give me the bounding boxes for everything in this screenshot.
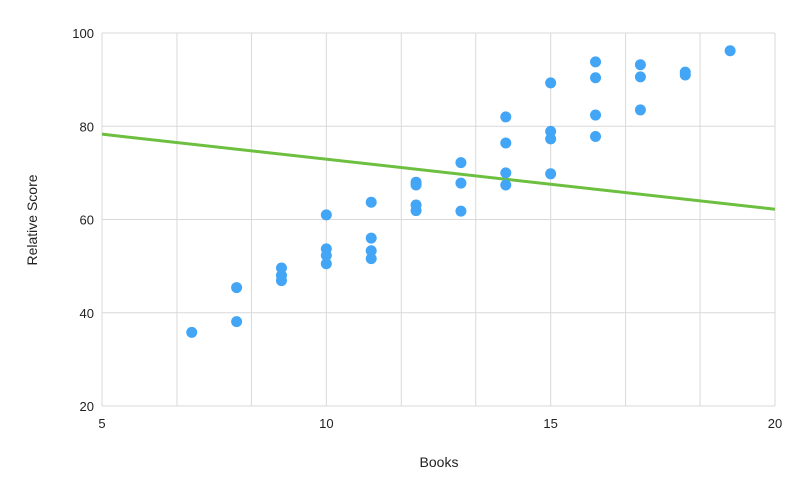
x-tick-label: 10 (319, 416, 333, 431)
y-tick-label: 20 (80, 399, 94, 414)
data-point (500, 111, 512, 123)
data-point (590, 109, 602, 121)
y-tick-label: 80 (80, 119, 94, 134)
data-point (231, 316, 243, 328)
tick-labels-layer: 5 10 15 20 20 40 60 80 100 (72, 26, 782, 431)
data-point (590, 56, 602, 68)
points-layer (186, 45, 736, 338)
data-point (410, 179, 422, 191)
data-point (545, 77, 557, 89)
data-point (365, 232, 377, 244)
y-axis-title: Relative Score (24, 174, 40, 265)
grid-layer (101, 32, 776, 407)
data-point (455, 205, 467, 217)
data-point (500, 167, 512, 179)
trendline (101, 132, 776, 211)
data-point (320, 258, 332, 270)
data-point (455, 157, 467, 169)
data-point (186, 326, 198, 338)
data-point (634, 104, 646, 116)
data-point (275, 275, 287, 287)
data-point (590, 72, 602, 84)
x-tick-label: 15 (543, 416, 557, 431)
data-point (679, 69, 691, 81)
data-point (231, 282, 243, 294)
data-point (634, 59, 646, 71)
data-point (724, 45, 736, 57)
data-point (500, 137, 512, 149)
trendline-layer (101, 132, 776, 211)
data-point (634, 71, 646, 83)
data-point (320, 209, 332, 221)
data-point (545, 168, 557, 180)
y-tick-label: 100 (72, 26, 94, 41)
y-tick-label: 60 (80, 213, 94, 228)
data-point (590, 131, 602, 143)
x-axis-title: Books (420, 454, 459, 470)
data-point (410, 205, 422, 217)
data-point (365, 196, 377, 208)
data-point (320, 249, 332, 261)
data-point (365, 253, 377, 265)
x-tick-label: 5 (98, 416, 105, 431)
data-point (455, 177, 467, 189)
data-point (500, 179, 512, 191)
data-point (545, 133, 557, 145)
x-tick-label: 20 (768, 416, 782, 431)
data-point (365, 245, 377, 257)
y-tick-label: 40 (80, 306, 94, 321)
